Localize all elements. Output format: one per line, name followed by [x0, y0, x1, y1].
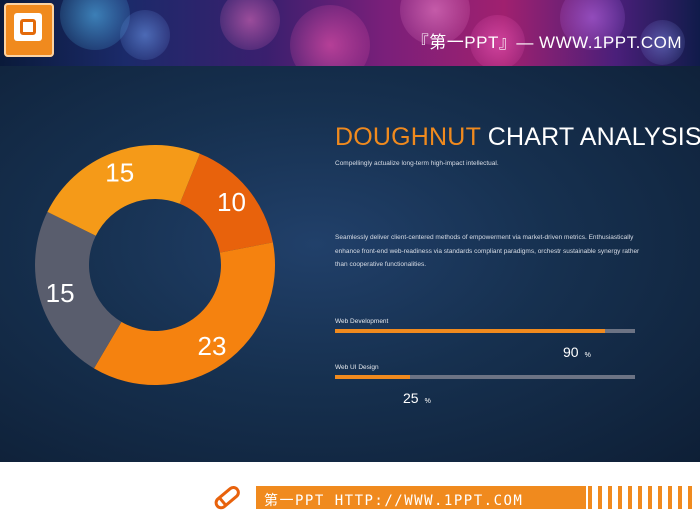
doughnut-slice: [47, 144, 200, 236]
progress-track-web-development: [335, 329, 635, 333]
slide-title-rest: CHART ANALYSIS: [480, 123, 700, 151]
progress-value-unit: %: [424, 398, 431, 405]
slide-subtitle: Compellingly actualize long-term high-im…: [335, 160, 499, 167]
slide-title-accent: DOUGHNUT: [335, 123, 481, 151]
footer-bar: [256, 486, 586, 509]
doughnut-slice-label: 15: [46, 278, 75, 308]
slide-title: DOUGHNUT CHART ANALYSIS: [335, 123, 700, 152]
header-banner: 『第一PPT』— WWW.1PPT.COM: [0, 0, 700, 66]
progress-value-number: 25: [403, 390, 419, 406]
progress-value-web-ui-design: 25%: [403, 390, 431, 406]
doughnut-slice: [179, 153, 273, 253]
pencil-icon: [214, 486, 240, 510]
footer-text[interactable]: 第一PPT HTTP://WWW.1PPT.COM: [264, 493, 524, 509]
doughnut-slice: [93, 242, 276, 386]
progress-label-web-ui-design: Web UI Design: [335, 364, 379, 371]
bokeh-light: [220, 0, 280, 50]
progress-value-unit: %: [584, 352, 591, 359]
slide-paragraph: Seamlessly deliver client-centered metho…: [335, 234, 640, 268]
doughnut-slice: [34, 211, 122, 369]
doughnut-slice-label: 10: [217, 187, 246, 217]
header-title: 『第一PPT』— WWW.1PPT.COM: [411, 33, 682, 52]
doughnut-slice-label: 23: [198, 331, 227, 361]
doughnut-labels: 10 23 15 15: [46, 157, 246, 360]
doughnut-segments: [34, 144, 276, 386]
progress-fill-web-development: [335, 329, 605, 333]
slide-area: [0, 66, 700, 462]
bokeh-light: [120, 10, 170, 60]
progress-value-number: 90: [563, 344, 579, 360]
doughnut-slice-label: 15: [105, 157, 134, 187]
bokeh-light: [290, 5, 370, 66]
progress-value-web-development: 90%: [563, 344, 591, 360]
powerpoint-logo-icon: [4, 3, 54, 57]
bokeh-light: [470, 15, 525, 66]
progress-fill-web-ui-design: [335, 375, 410, 379]
progress-label-web-development: Web Development: [335, 318, 389, 325]
footer-stripes: [588, 486, 698, 509]
progress-track-web-ui-design: [335, 375, 635, 379]
bokeh-light: [640, 20, 685, 65]
bokeh-light: [560, 0, 625, 50]
